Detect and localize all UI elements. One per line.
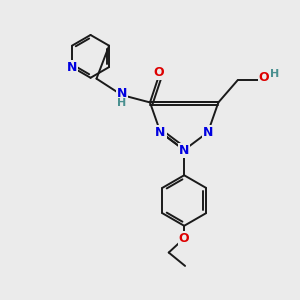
Text: O: O — [259, 71, 269, 84]
Text: N: N — [155, 126, 166, 139]
Text: N: N — [67, 61, 77, 74]
Text: N: N — [179, 143, 189, 157]
Text: O: O — [154, 66, 164, 79]
Text: N: N — [117, 87, 127, 100]
Text: O: O — [179, 232, 190, 245]
Text: H: H — [270, 69, 280, 79]
Text: H: H — [117, 98, 126, 108]
Text: N: N — [203, 126, 213, 139]
